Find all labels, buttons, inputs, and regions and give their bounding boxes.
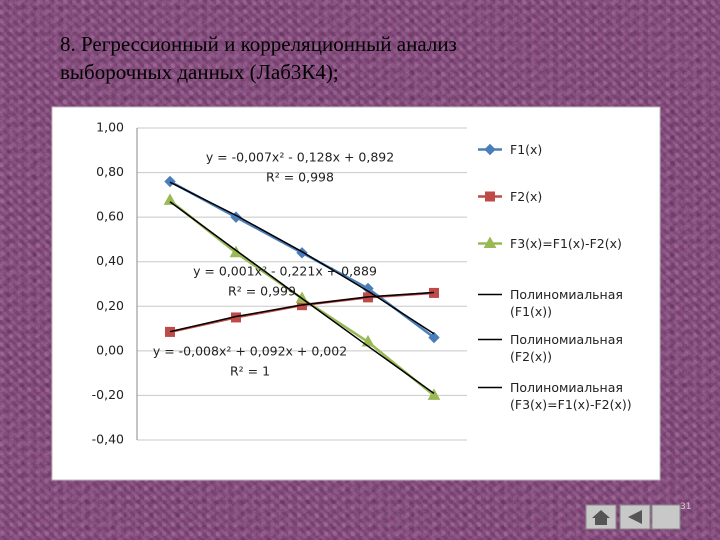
legend-swatch	[478, 143, 502, 156]
legend-label: F3(x)=F1(x)-F2(x)	[510, 236, 622, 251]
legend-swatch	[478, 338, 502, 341]
marker	[428, 331, 440, 344]
marker	[427, 388, 441, 400]
home-icon	[592, 510, 610, 525]
y-tick-label: -0,20	[92, 387, 124, 402]
forward-button[interactable]	[651, 504, 681, 530]
title-line: 8. Регрессионный и корреляционный анализ	[60, 32, 457, 56]
y-tick-label: 0,20	[96, 298, 124, 313]
legend-entry: F3(x)=F1(x)-F2(x)	[476, 235, 656, 252]
legend-label: F2(x)	[510, 189, 543, 204]
marker	[165, 326, 175, 337]
legend-entry: F2(x)	[476, 188, 656, 205]
trendline	[169, 291, 435, 333]
page-number: 31	[680, 502, 692, 512]
marker	[484, 143, 496, 156]
marker	[485, 191, 495, 202]
y-tick-label: 0,80	[96, 164, 124, 179]
legend-label: F1(x)	[510, 142, 543, 157]
legend-swatch	[478, 293, 502, 296]
legend-entry: Полиномиальная (F3(x)=F1(x)-F2(x))	[476, 379, 656, 413]
trend-r-squared: R² = 1	[230, 364, 270, 379]
slide-title: 8. Регрессионный и корреляционный анализ…	[60, 30, 457, 86]
marker	[163, 193, 177, 205]
y-tick-label: -0,40	[92, 432, 124, 447]
trend-equation: y = -0,007x² - 0,128x + 0,892	[206, 150, 394, 165]
trend-equation: y = -0,008x² + 0,092x + 0,002	[153, 344, 347, 359]
legend-entry: F1(x)	[476, 141, 656, 158]
trend-equation: y = 0,001x² - 0,221x + 0,889	[193, 264, 377, 279]
trendline	[169, 201, 435, 395]
legend-swatch	[478, 236, 502, 248]
legend-swatch	[478, 386, 502, 389]
legend-entry: Полиномиальная (F2(x))	[476, 331, 656, 365]
nav-buttons[interactable]	[585, 504, 681, 530]
trend-r-squared: R² = 0,999	[228, 284, 296, 299]
y-tick-label: 0,60	[96, 209, 124, 224]
chart-area	[51, 106, 661, 481]
legend-swatch	[478, 191, 502, 202]
trend-r-squared: R² = 0,998	[266, 170, 334, 185]
legend-label: Полиномиальная (F3(x)=F1(x)-F2(x))	[510, 380, 632, 412]
marker	[483, 236, 497, 248]
trendline	[169, 181, 435, 335]
y-tick-label: 1,00	[96, 120, 124, 135]
y-tick-label: 0,40	[96, 253, 124, 268]
title-line: выборочных данных (Лаб3К4);	[60, 60, 339, 84]
legend-label: Полиномиальная (F2(x))	[510, 332, 623, 364]
back-icon	[628, 510, 642, 524]
legend-entry: Полиномиальная (F1(x))	[476, 286, 656, 320]
legend-label: Полиномиальная (F1(x))	[510, 287, 623, 319]
marker	[164, 175, 176, 188]
y-tick-label: 0,00	[96, 342, 124, 357]
